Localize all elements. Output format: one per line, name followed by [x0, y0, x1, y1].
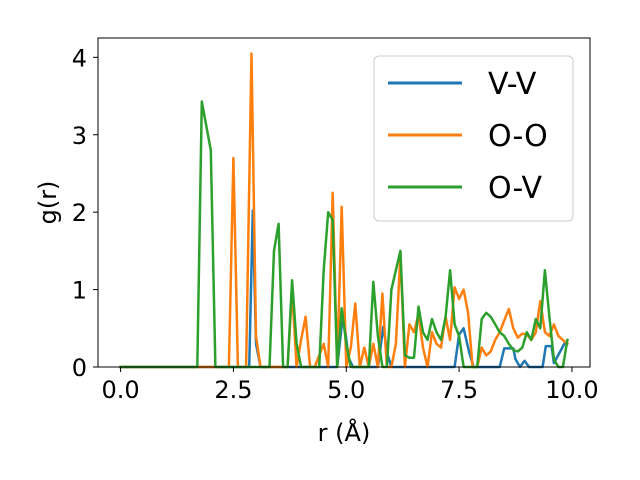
legend-label-v-v: V-V: [488, 67, 537, 102]
legend-label-o-v: O-V: [488, 171, 543, 206]
series-line-o-o: [119, 52, 570, 369]
x-axis-label: r (Å): [318, 418, 371, 447]
series-line-o-v: [119, 100, 569, 369]
y-tick-label: 1: [72, 277, 87, 305]
x-tick-label: 0.0: [101, 376, 139, 404]
y-tick-label: 3: [72, 122, 87, 150]
x-tick-label: 10.0: [545, 376, 598, 404]
x-tick-label: 7.5: [440, 376, 478, 404]
y-tick-label: 4: [72, 44, 87, 72]
x-tick-label: 5.0: [327, 376, 365, 404]
legend: V-V O-O O-V: [373, 55, 574, 222]
y-tick-label: 0: [72, 354, 87, 382]
y-axis: 0 1 2 3 4: [72, 44, 98, 382]
legend-box: [373, 55, 574, 222]
plot-frame: [97, 37, 591, 368]
y-tick-label: 2: [72, 199, 87, 227]
legend-label-o-o: O-O: [488, 119, 548, 154]
x-axis: 0.0 2.5 5.0 7.5 10.0: [101, 367, 599, 404]
x-tick-label: 2.5: [214, 376, 252, 404]
y-axis-label: g(r): [34, 181, 62, 225]
